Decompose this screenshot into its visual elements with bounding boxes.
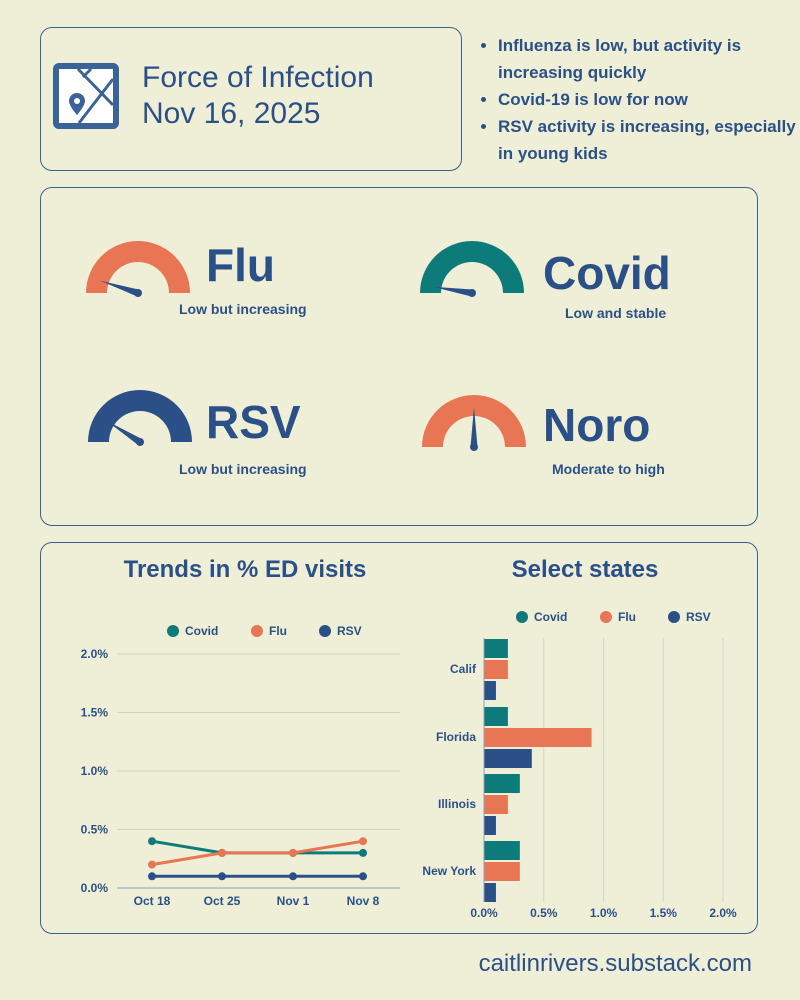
bar-flu	[484, 795, 508, 814]
x-tick-label: Oct 25	[204, 894, 241, 908]
footer-link[interactable]: caitlinrivers.substack.com	[478, 950, 752, 977]
point-flu	[148, 860, 156, 869]
gauge-hub	[468, 289, 476, 297]
legend-label: RSV	[337, 624, 362, 638]
legend-label: Flu	[269, 624, 287, 638]
bar-covid	[484, 707, 508, 726]
page-title: Force of Infection Nov 16, 2025	[142, 60, 374, 132]
legend-label: Covid	[185, 624, 218, 638]
gauge-arc-flu	[86, 241, 190, 293]
gauge-arc-noro	[422, 395, 526, 447]
legend-label: Covid	[534, 610, 567, 624]
gauge-arc-covid	[420, 241, 524, 293]
legend-marker	[668, 611, 680, 623]
y-tick-label: 2.0%	[81, 647, 109, 661]
bar-covid	[484, 639, 508, 658]
summary-bullets: Influenza is low, but activity is increa…	[470, 32, 800, 167]
bar-rsv	[484, 749, 532, 768]
x-tick-label: Nov 1	[277, 894, 310, 908]
x-tick-label: 1.0%	[590, 906, 618, 920]
x-tick-label: 1.5%	[650, 906, 678, 920]
y-tick-label: 1.0%	[81, 764, 109, 778]
bar-covid	[484, 841, 520, 860]
gauges-box	[40, 187, 758, 526]
header-box	[40, 27, 462, 171]
line-chart-title: Trends in % ED visits	[123, 556, 367, 583]
x-tick-label: 0.5%	[530, 906, 558, 920]
gauge-status-flu: Low but increasing	[179, 301, 307, 317]
bar-flu	[484, 728, 592, 747]
gauge-status-covid: Low and stable	[565, 305, 667, 321]
y-tick-label: 1.5%	[81, 706, 109, 720]
gauge-needle-noro	[470, 407, 478, 447]
gauge-needle-flu	[99, 280, 140, 297]
legend-marker	[516, 611, 528, 623]
gauge-arc-rsv	[88, 390, 192, 442]
legend-label: RSV	[686, 610, 711, 624]
bar-chart-title: Select states	[511, 556, 659, 583]
legend-marker	[600, 611, 612, 623]
gauges	[86, 241, 526, 451]
bar-covid	[484, 774, 520, 793]
bar-flu	[484, 660, 508, 679]
gauge-needle-rsv	[106, 420, 142, 445]
bar-rsv	[484, 883, 496, 902]
x-tick-label: 0.0%	[470, 906, 498, 920]
legend-marker	[319, 625, 331, 637]
gauge-name-covid: Covid	[543, 247, 671, 299]
legend-label: Flu	[618, 610, 636, 624]
bullet: RSV activity is increasing, especially i…	[498, 113, 800, 167]
gauge-hub	[134, 289, 142, 297]
bullet: Covid-19 is low for now	[498, 86, 800, 113]
gauge-hub	[470, 443, 478, 451]
category-label: Florida	[436, 730, 476, 744]
point-flu	[289, 848, 297, 857]
gauge-needle-covid	[432, 286, 473, 297]
category-label: New York	[422, 864, 476, 878]
bullet: Influenza is low, but activity is increa…	[498, 32, 800, 86]
point-rsv	[218, 872, 226, 881]
charts: Covid Flu RSV 0.0% 0.5% 1.0% 1.5% 2.0% Oct 18 Oct…	[81, 610, 737, 920]
gauge-name-rsv: RSV	[206, 396, 301, 448]
gauge-status-rsv: Low but increasing	[179, 461, 307, 477]
gauge-name-noro: Noro	[543, 399, 651, 451]
map-pin-icon	[53, 63, 119, 129]
charts-box	[40, 542, 758, 934]
y-tick-label: 0.5%	[81, 823, 109, 837]
point-flu	[359, 837, 367, 846]
title-date: Nov 16, 2025	[142, 97, 321, 130]
x-tick-label: Oct 18	[134, 894, 171, 908]
gauge-hub	[136, 438, 144, 446]
category-label: Illinois	[438, 797, 476, 811]
legend-marker	[251, 625, 263, 637]
bar-rsv	[484, 681, 496, 700]
category-label: Calif	[450, 662, 477, 676]
gauge-status-noro: Moderate to high	[552, 461, 665, 477]
point-covid	[148, 837, 156, 846]
bar-flu	[484, 862, 520, 881]
point-rsv	[359, 872, 367, 881]
point-covid	[359, 848, 367, 857]
y-tick-label: 0.0%	[81, 881, 109, 895]
line-flu	[151, 839, 364, 867]
title-line1: Force of Infection	[142, 61, 374, 94]
gauge-name-flu: Flu	[206, 239, 275, 291]
legend-marker	[167, 625, 179, 637]
point-rsv	[148, 872, 156, 881]
bar-rsv	[484, 816, 496, 835]
point-rsv	[289, 872, 297, 881]
point-flu	[218, 848, 226, 857]
x-tick-label: 2.0%	[709, 906, 737, 920]
x-tick-label: Nov 8	[347, 894, 380, 908]
